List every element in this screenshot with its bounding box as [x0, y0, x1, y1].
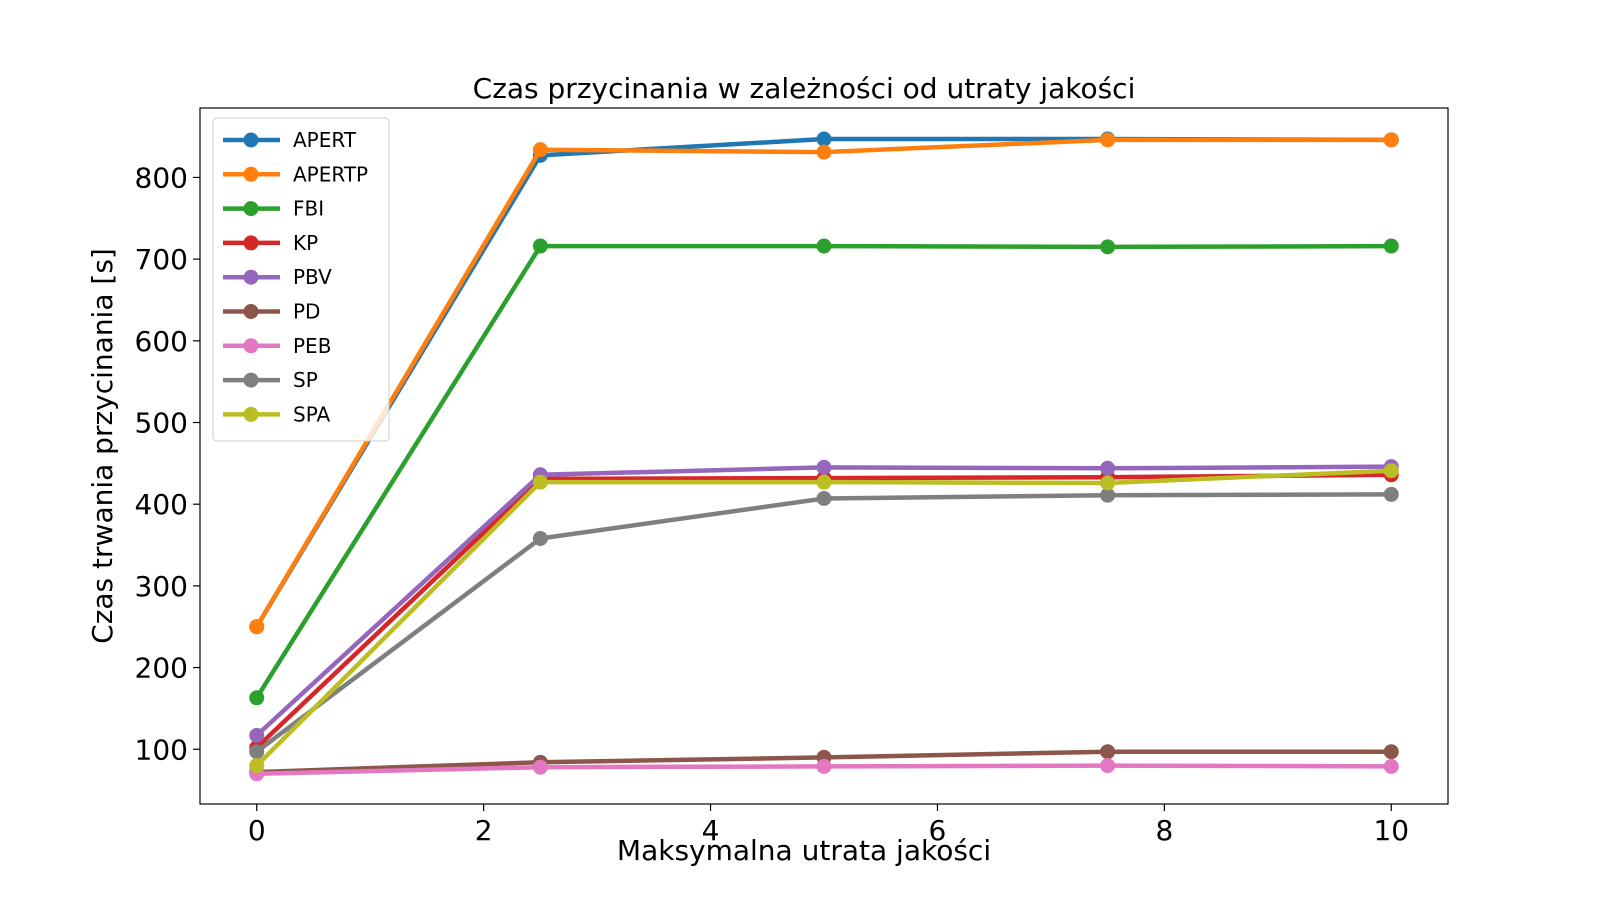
series-peb: [249, 758, 1399, 782]
legend-marker-fbi: [243, 201, 259, 217]
series-apert: [249, 131, 1399, 635]
x-tick-label: 10: [1373, 814, 1409, 847]
data-point-fbi: [816, 238, 832, 254]
legend-label-apert: APERT: [293, 128, 357, 152]
legend-label-kp: KP: [293, 231, 318, 255]
data-point-sp: [532, 531, 548, 547]
legend-label-pd: PD: [293, 300, 320, 324]
series-sp: [249, 486, 1399, 760]
data-point-peb: [1100, 758, 1116, 774]
data-point-spa: [816, 474, 832, 490]
data-point-pd: [1100, 744, 1116, 760]
legend-label-apertp: APERTP: [293, 162, 368, 186]
data-point-peb: [1383, 758, 1399, 774]
y-tick-label: 100: [135, 733, 188, 766]
x-tick-label: 4: [702, 814, 720, 847]
legend-marker-pbv: [243, 269, 259, 285]
series-line-spa: [254, 468, 1394, 768]
x-tick-label: 8: [1155, 814, 1173, 847]
chart-title: Czas przycinania w zależności od utraty …: [473, 72, 1136, 105]
data-point-pd: [1383, 744, 1399, 760]
data-point-pbv: [1100, 460, 1116, 476]
data-point-spa: [1100, 475, 1116, 491]
y-tick-label: 400: [135, 488, 188, 521]
legend-label-peb: PEB: [293, 334, 331, 358]
legend-marker-sp: [243, 372, 259, 388]
series-layer: [249, 131, 1399, 782]
y-tick-label: 800: [135, 161, 188, 194]
series-line-apert: [254, 136, 1394, 629]
legend-marker-pd: [243, 304, 259, 319]
data-point-pbv: [816, 459, 832, 475]
legend: APERT APERTP FBI KP PBV PD PEB SP SPA: [212, 117, 390, 442]
data-point-apertp: [249, 619, 265, 635]
legend-marker-peb: [243, 338, 259, 354]
legend-marker-kp: [243, 235, 259, 251]
data-point-sp: [1100, 487, 1116, 503]
legend-label-sp: SP: [293, 368, 318, 392]
y-axis: 100 200 300 400 500 600 700 800: [135, 161, 200, 766]
data-point-pbv: [249, 727, 265, 743]
data-point-apertp: [1100, 132, 1116, 148]
plot-frame: [199, 107, 1449, 805]
data-point-apertp: [1383, 132, 1399, 148]
y-tick-label: 300: [135, 570, 188, 603]
data-point-sp: [816, 490, 832, 506]
series-spa: [249, 463, 1399, 774]
data-point-spa: [249, 758, 265, 774]
y-tick-label: 500: [135, 407, 188, 440]
legend-label-spa: SPA: [293, 402, 330, 426]
series-line-pbv: [254, 464, 1394, 738]
x-axis-label: Maksymalna utrata jakości: [617, 834, 991, 867]
legend-label-pbv: PBV: [293, 265, 332, 289]
series-fbi: [249, 238, 1399, 706]
data-point-fbi: [532, 238, 548, 254]
legend-frame: [212, 117, 390, 442]
x-tick-label: 2: [475, 814, 493, 847]
legend-marker-apert: [243, 132, 259, 148]
x-tick-label: 0: [248, 814, 266, 847]
series-kp: [249, 467, 1399, 756]
y-axis-label: Czas trwania przycinania [s]: [86, 248, 119, 644]
legend-marker-apertp: [243, 166, 259, 182]
data-point-peb: [532, 759, 548, 775]
x-axis: 0 2 4 6 8 10: [248, 804, 1409, 847]
x-tick-label: 6: [929, 814, 947, 847]
data-point-peb: [816, 758, 832, 774]
data-point-fbi: [249, 690, 265, 706]
data-point-apertp: [816, 144, 832, 160]
series-line-sp: [254, 492, 1394, 754]
legend-marker-spa: [243, 406, 259, 422]
series-apertp: [249, 132, 1399, 635]
series-line-kp: [254, 472, 1394, 750]
y-tick-label: 700: [135, 243, 188, 276]
data-point-fbi: [1100, 239, 1116, 255]
data-point-sp: [1383, 486, 1399, 502]
data-point-apertp: [532, 142, 548, 158]
series-line-apertp: [254, 137, 1394, 629]
legend-label-fbi: FBI: [293, 197, 324, 221]
data-point-apert: [816, 131, 832, 147]
data-point-sp: [249, 744, 265, 760]
data-point-spa: [1383, 463, 1399, 479]
y-tick-label: 600: [135, 325, 188, 358]
data-point-spa: [532, 474, 548, 490]
plot-area: [199, 107, 1449, 805]
y-tick-label: 200: [135, 652, 188, 685]
data-point-fbi: [1383, 238, 1399, 254]
